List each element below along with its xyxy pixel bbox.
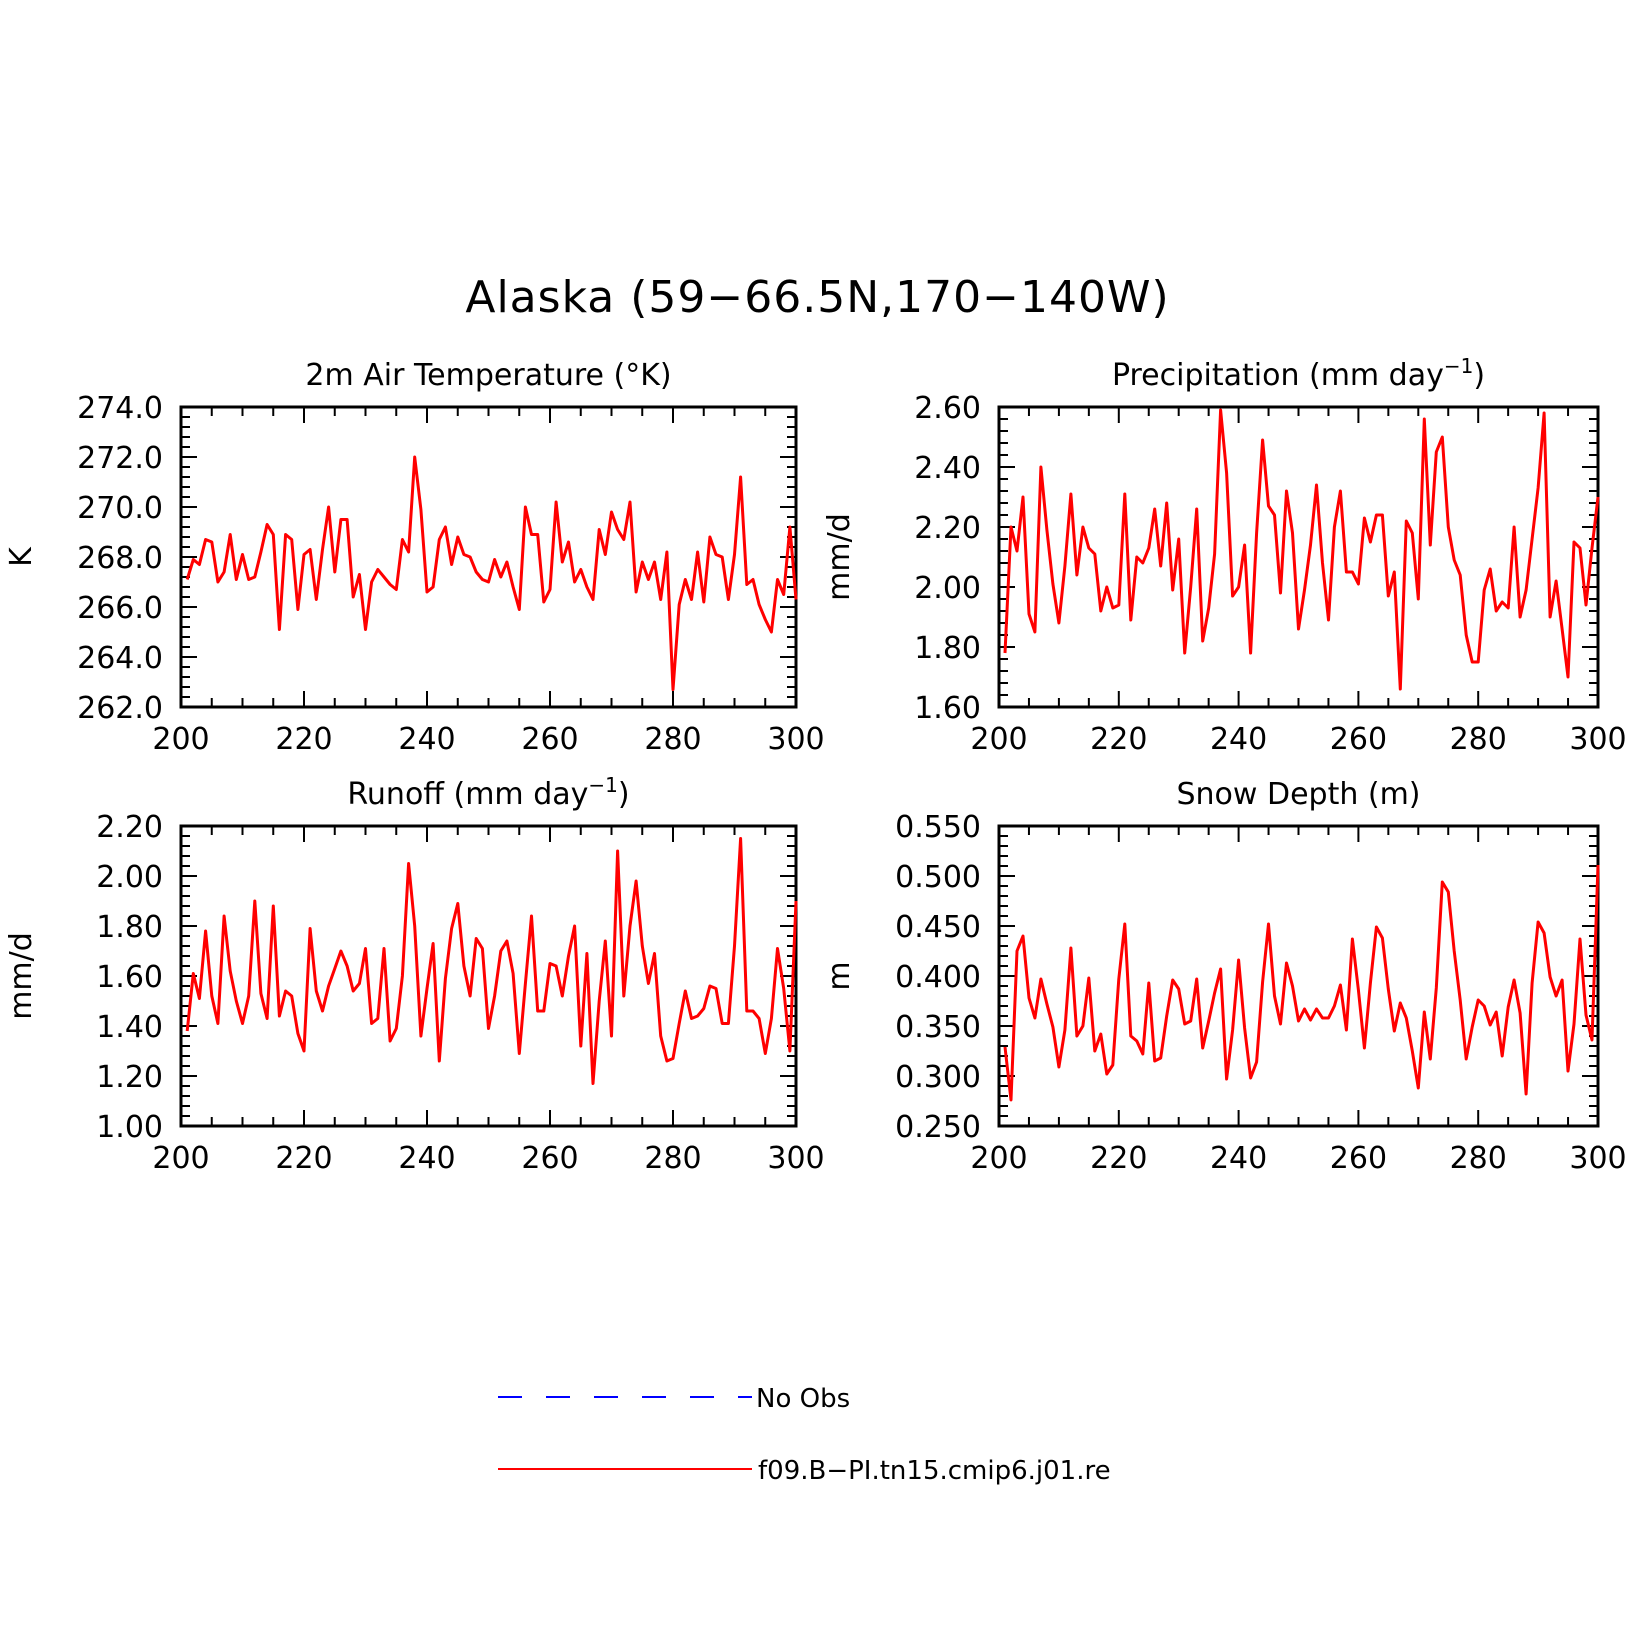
legend-obs-label: No Obs: [756, 1384, 850, 1414]
panel-title: Snow Depth (m): [1176, 777, 1420, 812]
series-line-snow-depth: [1003, 864, 1600, 1102]
legend-model-label: f09.B−PI.tn15.cmip6.j01.re: [758, 1456, 1111, 1486]
y-axis-label: mm/d: [822, 513, 857, 601]
x-tick-label: 300: [767, 1141, 824, 1176]
y-axis-label: m: [822, 961, 857, 990]
x-tick-label: 220: [1090, 1141, 1147, 1176]
y-tick-label: 1.40: [96, 1010, 163, 1045]
panel-snow-depth: 200 220 240 260 280 300 0.250 0.300 0.350 0.400 0.…: [822, 777, 1627, 1176]
panel-runoff: 200 220 240 260 280 300 1.00 1.20 1.40 1.60 1.80 2.…: [4, 773, 825, 1176]
y-axis-label: K: [4, 546, 39, 567]
y-tick-label: 2.00: [914, 571, 981, 606]
x-tick-label: 260: [1330, 722, 1387, 757]
panel-precipitation: 200 220 240 260 280 300 1.60 1.80 2.00 2.20 2.40 2.…: [822, 354, 1627, 757]
series-line-precipitation: [1003, 408, 1600, 691]
y-tick-label: 2.00: [96, 860, 163, 895]
y-tick-label: 1.60: [96, 960, 163, 995]
y-tick-label: 1.00: [96, 1110, 163, 1145]
x-tick-label: 260: [1330, 1141, 1387, 1176]
x-tick-label: 200: [152, 1141, 209, 1176]
x-tick-label: 300: [767, 722, 824, 757]
y-tick-label: 1.60: [914, 691, 981, 726]
x-tick-label: 240: [398, 722, 455, 757]
x-tick-label: 240: [1210, 722, 1267, 757]
panel-title: Runoff (mm day−1): [347, 773, 629, 812]
x-tick-label: 280: [1450, 722, 1507, 757]
y-tick-label: 268.0: [77, 541, 163, 576]
y-tick-label: 2.40: [914, 451, 981, 486]
y-tick-label: 264.0: [77, 641, 163, 676]
x-tick-label: 200: [152, 722, 209, 757]
y-tick-label: 2.20: [96, 810, 163, 845]
y-tick-label: 0.550: [895, 810, 981, 845]
x-tick-label: 280: [1450, 1141, 1507, 1176]
y-tick-label: 2.60: [914, 391, 981, 426]
y-tick-label: 0.250: [895, 1110, 981, 1145]
x-tick-label: 220: [275, 722, 332, 757]
y-tick-label: 266.0: [77, 591, 163, 626]
y-tick-label: 0.450: [895, 910, 981, 945]
x-tick-label: 220: [1090, 722, 1147, 757]
x-tick-label: 260: [521, 1141, 578, 1176]
y-tick-label: 262.0: [77, 691, 163, 726]
series-line-runoff: [185, 837, 798, 1085]
y-tick-label: 0.350: [895, 1010, 981, 1045]
y-tick-label: 0.500: [895, 860, 981, 895]
x-tick-label: 200: [970, 1141, 1027, 1176]
y-tick-label: 1.80: [96, 910, 163, 945]
x-tick-label: 240: [398, 1141, 455, 1176]
x-tick-label: 220: [275, 1141, 332, 1176]
y-tick-label: 2.20: [914, 511, 981, 546]
y-tick-label: 1.80: [914, 631, 981, 666]
y-tick-label: 1.20: [96, 1060, 163, 1095]
page-title: Alaska (59−66.5N,170−140W): [465, 272, 1170, 323]
panel-temperature: 200 220 240 260 280 300 262.0 264.0 266.0 268.0 27…: [4, 358, 825, 757]
x-tick-label: 280: [644, 1141, 701, 1176]
x-tick-label: 260: [521, 722, 578, 757]
panel-title: Precipitation (mm day−1): [1112, 354, 1485, 393]
x-tick-label: 300: [1569, 722, 1626, 757]
y-tick-label: 270.0: [77, 491, 163, 526]
x-tick-label: 280: [644, 722, 701, 757]
y-tick-label: 272.0: [77, 441, 163, 476]
x-tick-label: 200: [970, 722, 1027, 757]
y-axis-label: mm/d: [4, 932, 39, 1020]
y-tick-label: 0.300: [895, 1060, 981, 1095]
x-tick-label: 240: [1210, 1141, 1267, 1176]
y-tick-label: 0.400: [895, 960, 981, 995]
x-tick-label: 300: [1569, 1141, 1626, 1176]
y-tick-label: 274.0: [77, 391, 163, 426]
series-line-temperature: [185, 455, 798, 691]
panel-title: 2m Air Temperature (°K): [305, 358, 671, 393]
